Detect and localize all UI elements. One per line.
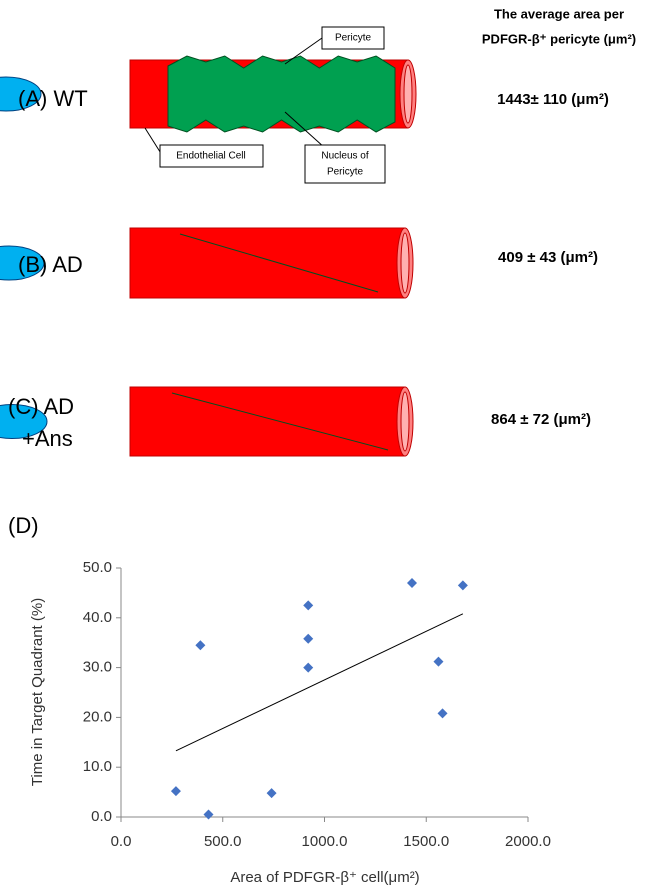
x-tick-label: 1500.0 — [403, 833, 449, 850]
header-line: The average area per — [494, 6, 624, 21]
y-tick-label: 10.0 — [83, 758, 112, 775]
y-axis-label: Time in Target Quadrant (%) — [29, 598, 46, 786]
vessel-lumen — [400, 391, 410, 452]
vessel — [129, 386, 406, 457]
callout-text: Pericyte — [335, 33, 372, 44]
panel-label: +Ans — [22, 426, 73, 451]
data-point — [170, 786, 181, 797]
callout-text: Endothelial Cell — [176, 151, 246, 162]
y-tick-label: 40.0 — [83, 609, 112, 626]
callout-box — [304, 144, 386, 184]
data-point — [437, 708, 448, 719]
panel-value: 864 ± 72 (μm²) — [491, 411, 591, 428]
x-tick-label: 1000.0 — [302, 833, 348, 850]
callout-line — [284, 111, 326, 149]
nucleus — [0, 404, 48, 439]
data-point — [203, 809, 214, 820]
y-tick-label: 0.0 — [91, 808, 112, 825]
vessel-lumen — [403, 64, 413, 124]
panel-label: (B) AD — [18, 252, 83, 277]
data-point — [266, 788, 277, 799]
data-point — [195, 640, 206, 651]
callouts: Pericyte Endothelial Cell Nucleus of Per… — [144, 26, 386, 184]
data-point — [303, 633, 314, 644]
data-point — [407, 577, 418, 588]
vessel-lumen — [400, 232, 410, 294]
pericyte — [179, 233, 379, 293]
panel-label: (C) AD — [8, 394, 74, 419]
callout-line — [284, 37, 323, 65]
trend-line — [175, 613, 464, 752]
data-point — [303, 600, 314, 611]
header-line: PDFGR-β⁺ pericyte (μm²) — [482, 31, 636, 46]
callout-text: Pericyte — [327, 167, 364, 178]
pericyte — [171, 392, 389, 451]
callout-text: Nucleus of — [321, 151, 368, 162]
callout-box — [159, 144, 264, 168]
data-point — [457, 580, 468, 591]
data-point — [433, 656, 444, 667]
nucleus — [0, 76, 42, 112]
data-point — [303, 662, 314, 673]
y-tick-label: 50.0 — [83, 559, 112, 576]
x-axis-label: Area of PDFGR-β⁺ cell(μm²) — [230, 869, 419, 886]
x-tick-label: 500.0 — [204, 833, 242, 850]
y-tick-label: 30.0 — [83, 659, 112, 676]
x-tick-label: 0.0 — [111, 833, 132, 850]
panel-value: 409 ± 43 (μm²) — [498, 249, 598, 266]
scatter-plot: 0.0 10.0 20.0 30.0 40.0 50.0 0.0 500.0 1000.0 150… — [83, 559, 551, 850]
pericyte — [167, 55, 396, 133]
panel-label: (A) WT — [18, 86, 88, 111]
panel-label: (D) — [8, 513, 39, 538]
callout-box — [321, 26, 385, 50]
nucleus — [0, 245, 45, 281]
panel-value: 1443± 110 (μm²) — [497, 91, 609, 108]
vessel-diagrams — [0, 55, 417, 457]
x-tick-label: 2000.0 — [505, 833, 551, 850]
y-tick-label: 20.0 — [83, 708, 112, 725]
callout-line — [144, 127, 163, 156]
